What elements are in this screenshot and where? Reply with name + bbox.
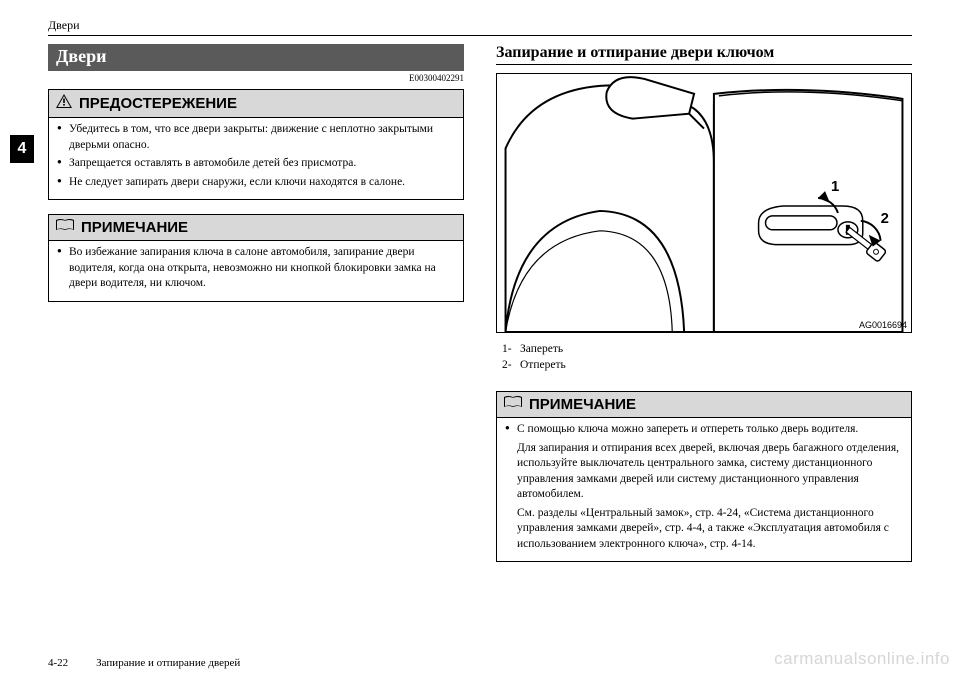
- note-header: ПРИМЕЧАНИЕ: [49, 215, 463, 241]
- note-body: С помощью ключа можно запереть и отперет…: [497, 418, 911, 561]
- note-header: ПРИМЕЧАНИЕ: [497, 392, 911, 418]
- legend-num: 2-: [502, 357, 520, 373]
- legend-text: Отпереть: [520, 357, 566, 373]
- note-item: Во избежание запирания ключа в салоне ав…: [57, 245, 455, 292]
- running-header: Двери: [48, 18, 912, 33]
- legend-row: 2- Отпереть: [502, 357, 912, 373]
- caution-item: Запрещается оставлять в автомобиле детей…: [57, 156, 455, 172]
- page-number: 4-22: [48, 657, 68, 669]
- page: Двери 4 Двери E00300402291: [0, 0, 960, 679]
- legend-row: 1- Запереть: [502, 341, 912, 357]
- note-box: ПРИМЕЧАНИЕ Во избежание запирания ключа …: [48, 214, 464, 302]
- section-title: Двери: [48, 44, 464, 71]
- arrow-label-1: 1: [831, 179, 839, 195]
- warning-icon: [55, 93, 73, 114]
- caution-box: ПРЕДОСТЕРЕЖЕНИЕ Убедитесь в том, что все…: [48, 89, 464, 200]
- note-label: ПРИМЕЧАНИЕ: [529, 396, 636, 413]
- legend-num: 1-: [502, 341, 520, 357]
- figure-box: 1 2 AG0016694: [496, 73, 912, 333]
- figure-code: AG0016694: [859, 320, 907, 330]
- caution-label: ПРЕДОСТЕРЕЖЕНИЕ: [79, 95, 237, 112]
- footer: 4-22 Запирание и отпирание дверей: [48, 657, 240, 669]
- right-column: Запирание и отпирание двери ключом: [496, 44, 912, 576]
- left-column: Двери E00300402291 ПРЕДОСТЕРЕЖЕНИЕ: [48, 44, 464, 576]
- door-diagram: 1 2: [497, 74, 911, 332]
- top-rule: [48, 35, 912, 36]
- subheading: Запирание и отпирание двери ключом: [496, 44, 912, 65]
- arrow-label-2: 2: [881, 211, 889, 227]
- book-icon: [503, 395, 523, 414]
- doc-code: E00300402291: [48, 73, 464, 83]
- watermark: carmanualsonline.info: [774, 649, 950, 669]
- note-box: ПРИМЕЧАНИЕ С помощью ключа можно заперет…: [496, 391, 912, 562]
- caution-item: Не следует запирать двери снаружи, если …: [57, 175, 455, 191]
- columns: Двери E00300402291 ПРЕДОСТЕРЕЖЕНИЕ: [48, 44, 912, 576]
- legend: 1- Запереть 2- Отпереть: [496, 341, 912, 373]
- side-tab: 4: [10, 135, 34, 163]
- note-label: ПРИМЕЧАНИЕ: [81, 219, 188, 236]
- chapter-title: Запирание и отпирание дверей: [96, 657, 240, 669]
- book-icon: [55, 218, 75, 237]
- note-para: Для запирания и отпирания всех дверей, в…: [517, 441, 903, 503]
- note-item: С помощью ключа можно запереть и отперет…: [505, 422, 903, 552]
- note-para: См. разделы «Центральный замок», стр. 4-…: [517, 506, 903, 553]
- note-body: Во избежание запирания ключа в салоне ав…: [49, 241, 463, 301]
- legend-text: Запереть: [520, 341, 563, 357]
- caution-header: ПРЕДОСТЕРЕЖЕНИЕ: [49, 90, 463, 118]
- caution-item: Убедитесь в том, что все двери закрыты: …: [57, 122, 455, 153]
- caution-body: Убедитесь в том, что все двери закрыты: …: [49, 118, 463, 199]
